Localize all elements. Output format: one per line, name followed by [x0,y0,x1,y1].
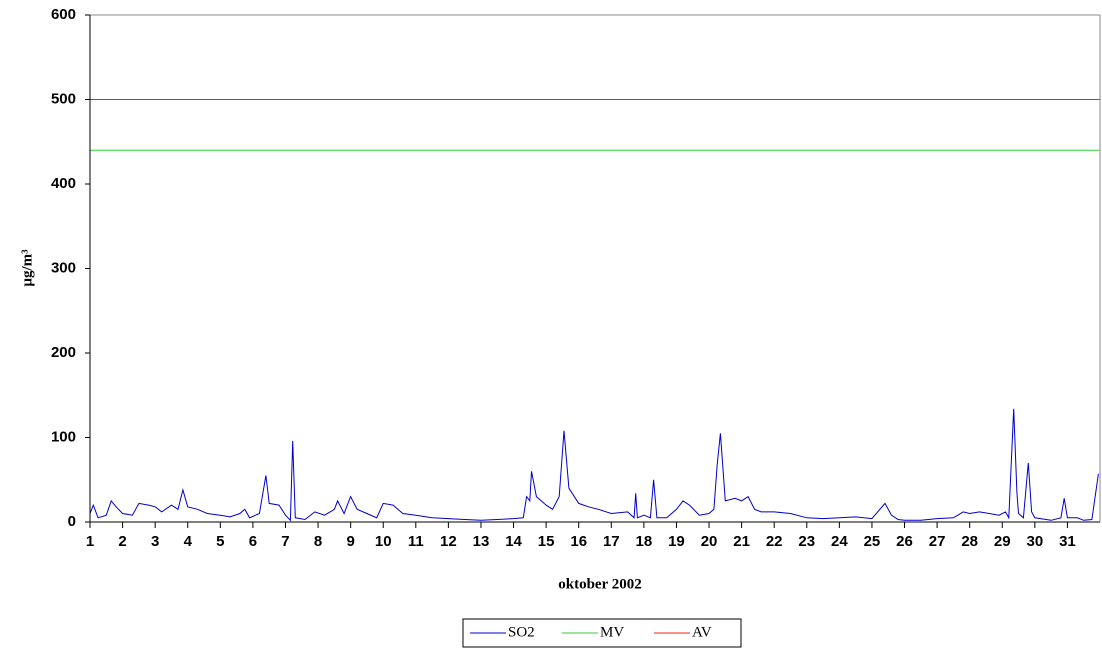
y-axis-title: µg/m³ [19,249,35,287]
x-tick-label: 13 [473,533,490,550]
y-tick-label: 500 [51,90,76,107]
x-tick-label: 29 [994,533,1011,550]
y-tick-label: 0 [68,513,76,530]
x-tick-label: 11 [408,533,424,550]
y-tick-label: 200 [51,344,76,361]
x-tick-label: 22 [766,533,783,550]
x-tick-label: 27 [929,533,946,550]
x-tick-label: 21 [733,533,750,550]
x-tick-label: 3 [151,533,159,550]
x-tick-label: 31 [1059,533,1076,550]
x-tick-label: 16 [570,533,587,550]
x-tick-label: 7 [281,533,289,550]
x-tick-label: 25 [864,533,881,550]
x-tick-label: 24 [831,533,848,550]
x-tick-label: 10 [375,533,392,550]
x-tick-label: 14 [505,533,522,550]
x-tick-label: 1 [86,533,94,550]
x-tick-label: 28 [961,533,978,550]
series-line [89,408,1099,522]
x-tick-label: 4 [184,533,193,550]
x-tick-label: 18 [636,533,653,550]
x-tick-label: 9 [346,533,354,550]
x-tick-label: 5 [216,533,224,550]
y-tick-label: 600 [51,6,76,23]
y-tick-label: 100 [51,428,76,445]
x-tick-label: 17 [603,533,620,550]
y-tick-label: 300 [51,259,76,276]
x-tick-label: 30 [1026,533,1043,550]
x-tick-label: 15 [538,533,555,550]
x-tick-label: 26 [896,533,913,550]
x-tick-label: 2 [118,533,126,550]
x-tick-label: 12 [440,533,457,550]
x-tick-label: 20 [701,533,718,550]
legend-label: AV [692,624,712,640]
y-tick-label: 400 [51,175,76,192]
legend-label: SO2 [508,624,535,640]
legend-label: MV [600,624,624,640]
legend-box [462,618,742,648]
x-tick-label: 23 [798,533,815,550]
x-tick-label: 6 [249,533,257,550]
x-tick-label: 19 [668,533,685,550]
x-axis-title: oktober 2002 [558,576,641,592]
x-tick-label: 8 [314,533,322,550]
